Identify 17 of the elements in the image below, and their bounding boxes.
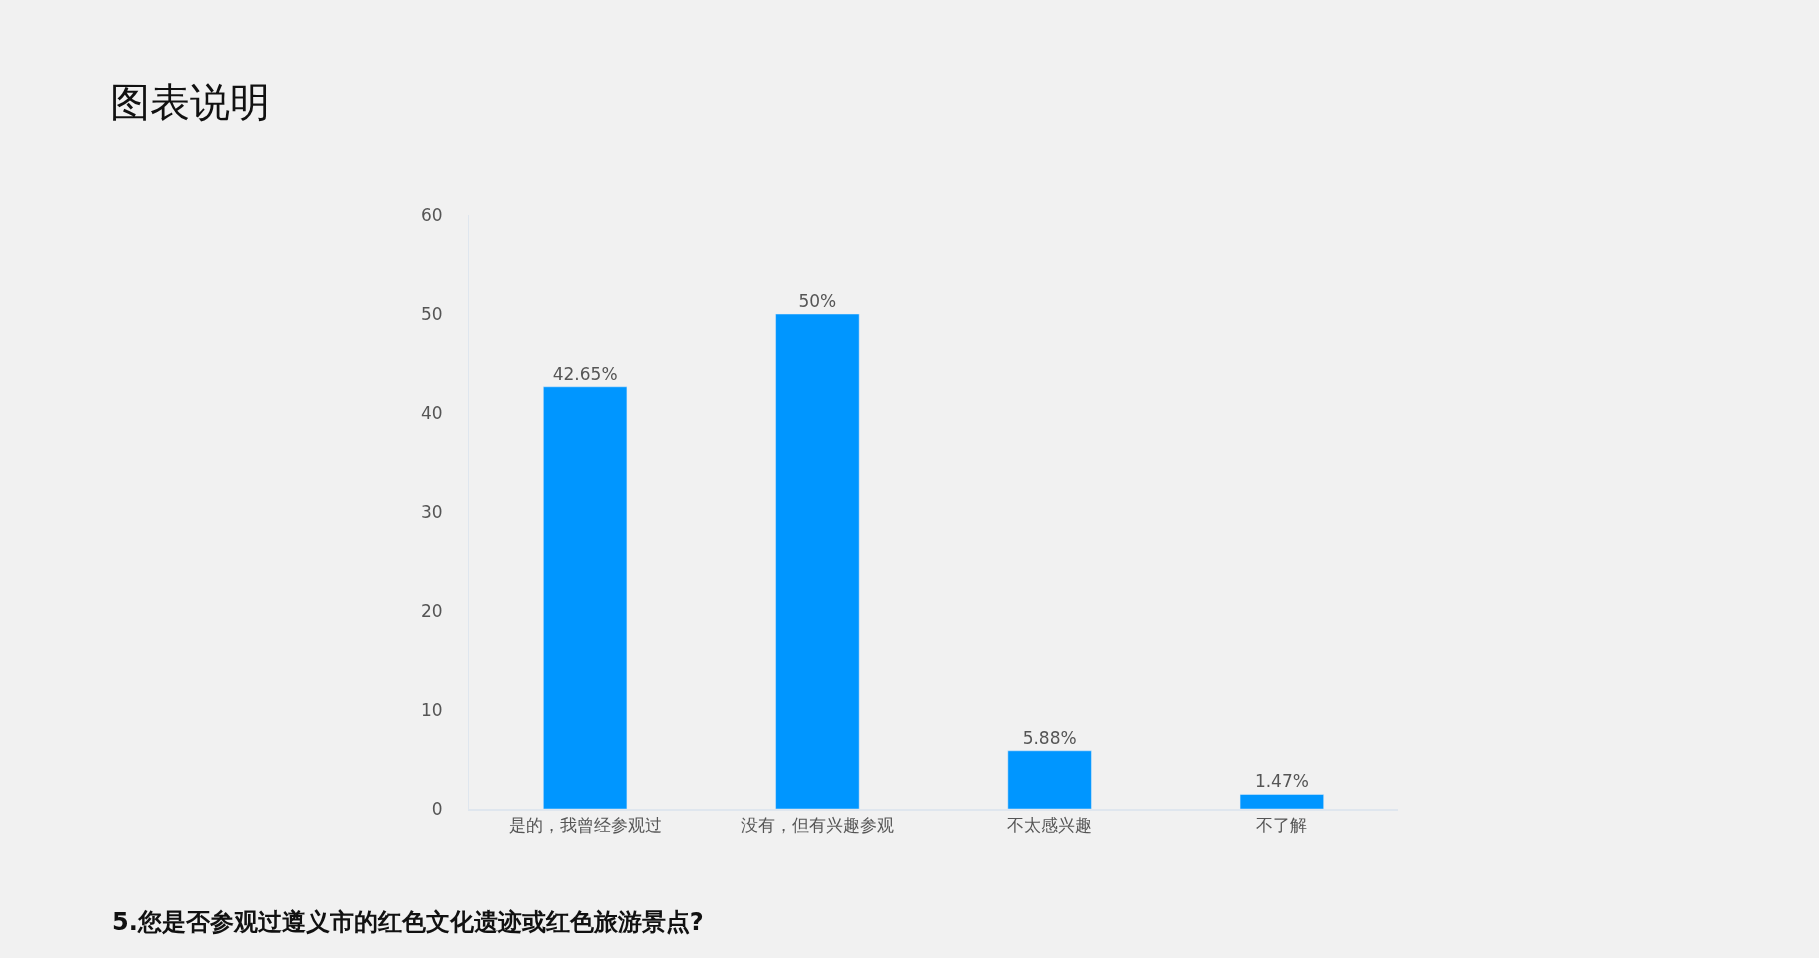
chart-title: 图表说明	[110, 79, 270, 125]
data-label: 50%	[798, 291, 837, 311]
y-tick-label: 30	[420, 501, 443, 522]
data-label: 1.47%	[1254, 771, 1309, 792]
y-tick-label: 0	[431, 798, 443, 819]
data-label: 42.65%	[552, 363, 618, 384]
x-tick-label: 是的，我曾经参观过	[508, 815, 662, 836]
text: 5.您是否参观过遵义市的红色文化遗迹或红色旅游景点?	[112, 908, 704, 936]
x-tick-label: 没有，但有兴趣参观	[740, 815, 894, 836]
y-tick-label: 20	[420, 600, 443, 621]
x-tick-label: 不太感兴趣	[1007, 815, 1093, 836]
y-tick-label: 50	[420, 303, 443, 324]
y-tick-label: 60	[420, 204, 443, 225]
data-label: 5.88%	[1022, 727, 1077, 748]
x-tick-label: 不了解	[1256, 815, 1308, 836]
y-tick-label: 40	[420, 402, 443, 423]
y-tick-label: 10	[420, 699, 443, 720]
